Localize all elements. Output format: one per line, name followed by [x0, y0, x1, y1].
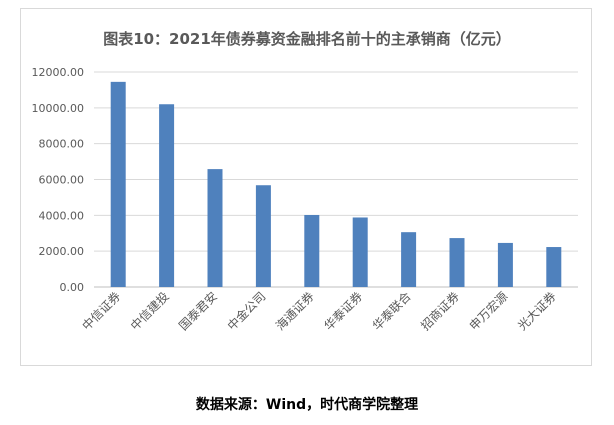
x-tick-label: 华泰联合 [369, 289, 414, 334]
y-tick-label: 4000.00 [39, 209, 85, 222]
bar [401, 232, 417, 287]
x-tick-label: 中信建投 [127, 289, 172, 334]
bar [304, 214, 320, 287]
y-tick-label: 12000.00 [32, 66, 85, 79]
bar [207, 169, 223, 287]
y-tick-label: 2000.00 [39, 245, 85, 258]
bar [255, 185, 271, 287]
chart-title: 图表10：2021年债券募资金融排名前十的主承销商（亿元） [103, 30, 511, 48]
y-tick-label: 8000.00 [39, 138, 85, 151]
bar [546, 247, 562, 287]
x-tick-label: 申万宏源 [466, 289, 511, 334]
bar [159, 104, 175, 287]
chart-frame: 图表10：2021年债券募资金融排名前十的主承销商（亿元） 0.00 2000.0… [20, 8, 592, 366]
y-tick-label: 0.00 [60, 281, 85, 294]
x-tick-label: 国泰君安 [176, 289, 221, 334]
bar [352, 217, 368, 287]
x-tick-label: 招商证券 [418, 289, 463, 334]
bar-chart: 图表10：2021年债券募资金融排名前十的主承销商（亿元） 0.00 2000.0… [32, 30, 578, 334]
y-tick-label: 10000.00 [32, 102, 85, 115]
bar [449, 238, 465, 287]
y-tick-label: 6000.00 [39, 174, 85, 187]
x-tick-label: 华泰证券 [321, 289, 366, 334]
bar [110, 81, 126, 288]
x-tick-label: 中信证券 [79, 289, 124, 334]
x-tick-label: 光大证券 [514, 289, 559, 334]
data-source-note: 数据来源：Wind，时代商学院整理 [195, 397, 419, 413]
x-tick-label: 中金公司 [224, 289, 269, 334]
bar [497, 242, 513, 287]
x-tick-label: 海通证券 [272, 289, 317, 334]
